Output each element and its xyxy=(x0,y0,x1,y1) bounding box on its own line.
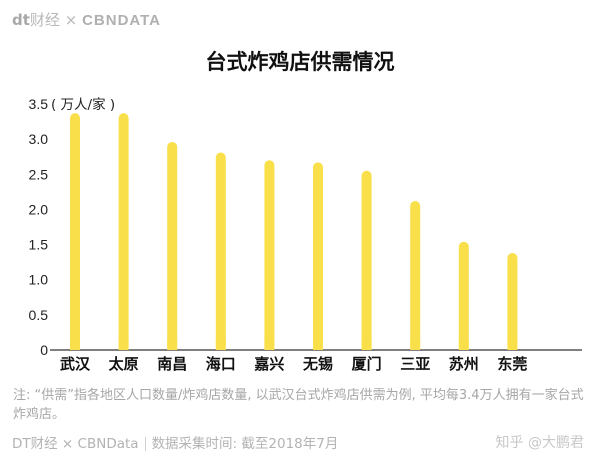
chart-title: 台式炸鸡店供需情况 xyxy=(205,50,395,74)
footer-source: 数据采集时间: 截至2018年7月 xyxy=(151,436,339,452)
x-tick-label: 东莞 xyxy=(497,355,527,373)
y-tick-label: 2.5 xyxy=(29,166,49,182)
x-tick-label: 南昌 xyxy=(157,355,187,373)
bar xyxy=(118,113,129,350)
bar-base xyxy=(70,340,80,350)
bar-chart: 0 0.5 1.0 1.5 2.0 2.5 3.0 3.5( 万人/家 ) 武汉 太原 南昌 海口 嘉兴… xyxy=(29,96,582,373)
y-tick-label: 3.0 xyxy=(29,131,49,147)
x-tick-label: 无锡 xyxy=(302,355,333,373)
brand-x: × xyxy=(64,11,78,29)
bar-base xyxy=(264,340,275,350)
bar-base xyxy=(507,340,518,350)
y-tick-label: 1.0 xyxy=(29,272,49,288)
footer-brand: DT财经 × CBNData xyxy=(12,436,139,452)
brand-cbn: CBNDATA xyxy=(82,12,162,29)
bar-base xyxy=(215,340,226,350)
y-tick-label: 0.5 xyxy=(29,307,49,323)
x-tick-label: 太原 xyxy=(109,355,139,373)
y-axis-label: ( 万人/家 ) xyxy=(51,96,115,113)
bar xyxy=(215,152,226,350)
y-tick-label: 2.0 xyxy=(29,201,49,217)
bar xyxy=(507,253,518,350)
x-tick-label: 嘉兴 xyxy=(253,355,284,373)
footer-divider xyxy=(144,437,146,451)
bar xyxy=(167,141,178,350)
bar xyxy=(458,241,469,350)
bar-base xyxy=(361,340,372,350)
bar xyxy=(70,113,80,350)
brand-logo: dt财经 × CBNDATA xyxy=(12,9,161,30)
bar-base xyxy=(313,340,323,350)
y-tick-label: 1.5 xyxy=(29,237,49,253)
y-tick-label: 0 xyxy=(40,342,48,358)
x-tick-label: 武汉 xyxy=(60,355,91,373)
chart-note: 注: “供需”指各地区人口数量/炸鸡店数量, 以武汉台式炸鸡店供需为例, 平均每… xyxy=(13,388,584,422)
bar xyxy=(410,200,421,350)
x-tick-label: 三亚 xyxy=(400,355,430,373)
bar-base xyxy=(167,340,178,350)
brand-dt: dt xyxy=(12,11,30,29)
bar xyxy=(361,170,372,350)
y-tick-label: 3.5 xyxy=(29,96,49,112)
x-tick-label: 苏州 xyxy=(449,355,479,373)
bar xyxy=(313,162,323,350)
bar-base xyxy=(118,340,129,350)
footer: DT财经 × CBNData 数据采集时间: 截至2018年7月 xyxy=(12,432,338,452)
bar-base xyxy=(410,340,421,350)
watermark: 知乎 @大鹏君 xyxy=(495,435,584,451)
brand-cj: 财经 xyxy=(29,11,60,29)
x-tick-label: 海口 xyxy=(206,355,236,373)
bar xyxy=(264,160,275,350)
x-tick-label: 厦门 xyxy=(352,355,382,373)
bar-base xyxy=(458,340,469,350)
